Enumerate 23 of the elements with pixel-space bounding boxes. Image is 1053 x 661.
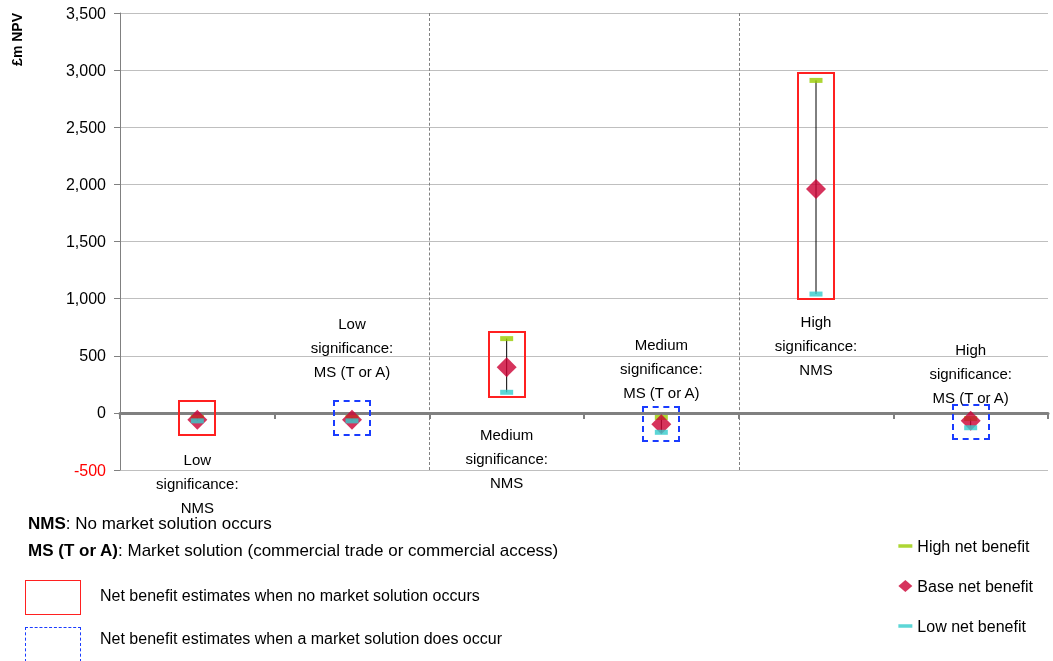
text: Net benefit estimates when no market solution occurs (100, 587, 480, 605)
x-tick-label: Medium significance: MS (T or A) (620, 336, 703, 402)
text: Net benefit estimates when a market solution does occur (100, 630, 502, 648)
x-tick-label: Low significance: MS (T or A) (310, 315, 394, 381)
y-tick-label: 2,500 (65, 118, 107, 136)
y-tick-label: 0 (97, 404, 107, 422)
text: NMS: No market solution occurs (28, 514, 272, 534)
y-tick-label: 2,000 (65, 175, 107, 193)
x-tick-label: Low significance: NMS (156, 451, 239, 517)
y-tick-label: 1,500 (65, 233, 107, 250)
y-tick-label: 500 (79, 347, 107, 365)
legend-label: High net benefit (917, 537, 1030, 555)
x-tick-label: High significance: NMS (774, 313, 858, 379)
y-tick-label: 3,000 (65, 61, 107, 79)
x-tick-label: High significance: MS (T or A) (929, 341, 1012, 407)
y-tick-label: 1,000 (65, 290, 107, 308)
y-tick-label: 3,500 (65, 4, 107, 22)
text: MS (T or A): Market solution (commercial trade or commercial access) (28, 541, 559, 561)
legend-label: Base net benefit (917, 577, 1034, 595)
y-tick-label: -500 (73, 461, 107, 479)
legend-label: Low net benefit (917, 617, 1027, 635)
x-tick-label: Medium significance: NMS (465, 426, 548, 492)
y-axis-title: £m NPV (9, 12, 25, 66)
